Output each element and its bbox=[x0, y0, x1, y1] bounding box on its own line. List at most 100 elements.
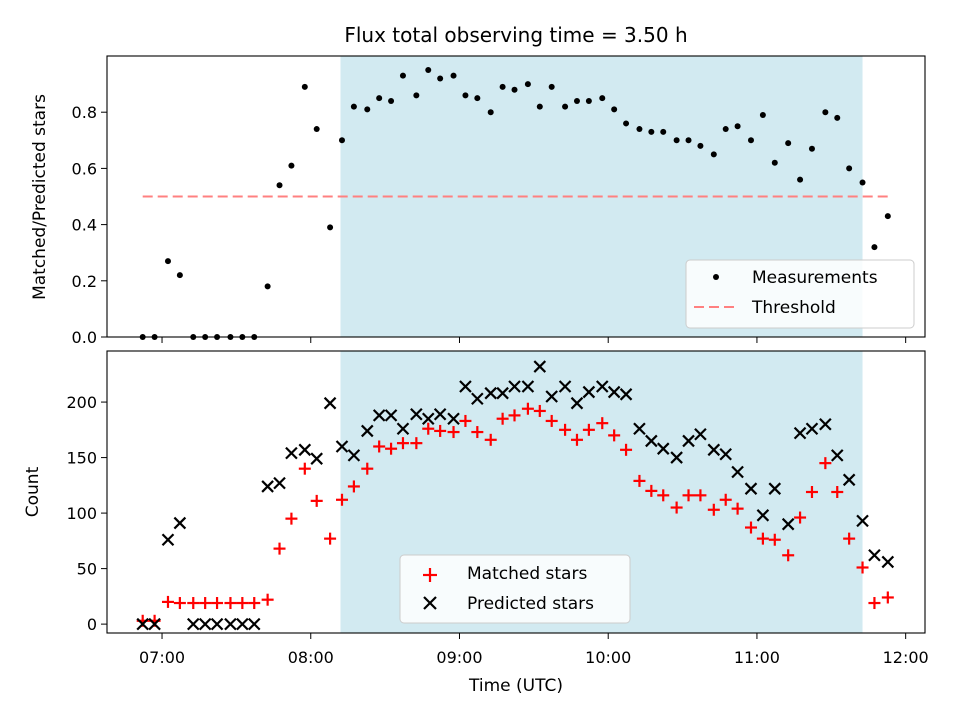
top-y-axis: 0.0 0.2 0.4 0.6 0.8 bbox=[72, 103, 107, 347]
measurement-point bbox=[846, 165, 853, 172]
predicted-star-stroke-b bbox=[396, 422, 410, 435]
predicted-star-point bbox=[323, 396, 337, 410]
predicted-star-stroke-b bbox=[335, 440, 349, 453]
predicted-stars-points bbox=[136, 360, 895, 631]
measurement-point bbox=[301, 83, 308, 90]
measurement-point bbox=[288, 162, 295, 169]
matched-star-point bbox=[396, 437, 409, 450]
bottom-y-axis-label: Count bbox=[23, 466, 43, 517]
predicted-star-point bbox=[856, 514, 869, 528]
matched-star-point bbox=[694, 489, 707, 502]
predicted-star-stroke-b bbox=[756, 509, 770, 522]
predicted-star-point bbox=[756, 509, 770, 522]
bottom-plot-frame bbox=[106, 350, 926, 634]
predicted-star-point bbox=[273, 476, 286, 490]
predicted-star-point bbox=[421, 412, 435, 426]
matched-star-point bbox=[533, 404, 546, 417]
measurement-point bbox=[425, 67, 432, 74]
predicted-star-stroke-b bbox=[781, 517, 795, 531]
predicted-star-stroke-b bbox=[607, 385, 621, 399]
matched-star-point bbox=[471, 426, 484, 439]
matched-star-point bbox=[657, 489, 670, 502]
predicted-star-stroke-b bbox=[533, 360, 547, 373]
predicted-star-point bbox=[508, 380, 521, 393]
bottom-y-tick-label: 200 bbox=[66, 393, 97, 412]
bottom-y-tick-label: 100 bbox=[66, 504, 97, 523]
matched-star-point bbox=[707, 503, 720, 516]
matched-stars-points bbox=[136, 402, 894, 627]
top-panel: 0.00.20.40.60.8 Matched/Predicted stars … bbox=[30, 55, 926, 347]
matched-star-point bbox=[496, 412, 509, 425]
predicted-star-stroke-b bbox=[410, 408, 423, 421]
legend-matched-marker bbox=[423, 568, 437, 582]
predicted-star-stroke-b bbox=[447, 412, 460, 426]
matched-star-point bbox=[373, 440, 386, 453]
matched-star-point bbox=[868, 597, 881, 610]
predicted-star-point bbox=[372, 409, 386, 422]
legend-threshold-label: Threshold bbox=[751, 298, 836, 318]
predicted-star-point bbox=[607, 385, 621, 399]
predicted-star-stroke-b bbox=[298, 443, 312, 457]
predicted-star-point bbox=[707, 443, 721, 457]
predicted-star-point bbox=[619, 388, 633, 401]
measurement-point bbox=[785, 140, 792, 147]
matched-star-point bbox=[273, 542, 286, 555]
matched-star-point bbox=[670, 501, 683, 514]
predicted-star-stroke-b bbox=[310, 452, 323, 465]
matched-star-point bbox=[199, 597, 212, 610]
bottom-y-tick-label: 150 bbox=[66, 449, 97, 468]
predicted-star-point bbox=[471, 392, 484, 406]
matched-star-point bbox=[161, 595, 174, 608]
measurement-point bbox=[413, 92, 420, 99]
predicted-star-point bbox=[224, 617, 237, 631]
measurement-point bbox=[822, 109, 829, 116]
predicted-star-point bbox=[830, 449, 844, 462]
matched-star-point bbox=[570, 433, 583, 446]
matched-star-point bbox=[731, 502, 744, 515]
measurement-point bbox=[884, 213, 891, 220]
x-tick-label: 10:00 bbox=[585, 648, 631, 667]
predicted-star-stroke-b bbox=[173, 516, 187, 530]
predicted-star-point bbox=[136, 617, 149, 631]
top-x-ticks bbox=[161, 337, 907, 343]
measurement-point bbox=[376, 95, 383, 102]
matched-star-point bbox=[248, 597, 261, 610]
predicted-star-stroke-b bbox=[633, 422, 646, 435]
predicted-star-point bbox=[842, 473, 856, 487]
matched-star-point bbox=[633, 474, 646, 487]
x-tick-label: 12:00 bbox=[883, 648, 929, 667]
predicted-star-point bbox=[670, 451, 683, 464]
predicted-star-point bbox=[148, 617, 161, 631]
predicted-star-point bbox=[285, 446, 298, 460]
measurement-point bbox=[364, 106, 371, 113]
matched-star-point bbox=[856, 561, 869, 574]
predicted-star-stroke-b bbox=[360, 424, 374, 438]
measurement-point bbox=[573, 97, 580, 104]
predicted-star-point bbox=[682, 434, 695, 448]
predicted-star-stroke-b bbox=[645, 434, 658, 448]
matched-star-point bbox=[620, 443, 633, 456]
predicted-star-stroke-b bbox=[830, 449, 844, 462]
predicted-star-stroke-b bbox=[273, 476, 286, 490]
measurement-point bbox=[636, 126, 643, 133]
predicted-star-stroke-b bbox=[768, 482, 782, 495]
measurement-point bbox=[524, 81, 531, 88]
predicted-star-stroke-b bbox=[459, 380, 472, 393]
top-legend: Measurements Threshold bbox=[685, 259, 915, 329]
predicted-star-point bbox=[545, 390, 558, 403]
matched-star-point bbox=[843, 532, 856, 545]
predicted-star-point bbox=[261, 480, 274, 493]
measurement-point bbox=[399, 72, 406, 79]
predicted-star-stroke-b bbox=[421, 412, 435, 426]
measurement-point bbox=[710, 151, 717, 158]
measurement-point bbox=[771, 159, 778, 166]
predicted-star-point bbox=[173, 516, 187, 530]
predicted-star-stroke-b bbox=[868, 549, 881, 562]
predicted-star-point bbox=[521, 380, 535, 393]
predicted-star-point bbox=[793, 426, 807, 440]
x-tick-label: 11:00 bbox=[734, 648, 780, 667]
matched-star-point bbox=[608, 429, 621, 442]
predicted-star-point bbox=[570, 396, 584, 410]
matched-star-point bbox=[335, 493, 348, 506]
predicted-star-stroke-b bbox=[285, 446, 298, 460]
